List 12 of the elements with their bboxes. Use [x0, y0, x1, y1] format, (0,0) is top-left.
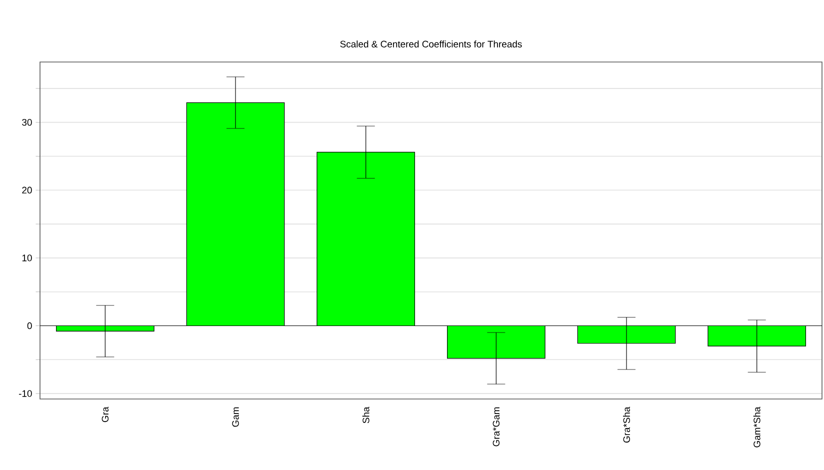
- y-tick-label: 10: [22, 254, 32, 262]
- x-tick-label: Gam*Sha: [753, 406, 760, 448]
- y-tick-label: -10: [18, 390, 32, 397]
- y-tick-label: 20: [22, 186, 32, 194]
- x-tick-label: Gam: [232, 407, 239, 427]
- x-tick-label: Gra*Sha: [623, 406, 630, 443]
- y-tick-label: 30: [22, 118, 32, 126]
- x-tick-label: Gra: [102, 406, 109, 422]
- chart-title: Scaled & Centered Coefficients for Threads: [340, 40, 522, 48]
- x-tick-label: Gra*Gam: [492, 407, 500, 446]
- y-tick-label: 0: [27, 322, 32, 330]
- x-tick-label: Sha: [362, 406, 370, 424]
